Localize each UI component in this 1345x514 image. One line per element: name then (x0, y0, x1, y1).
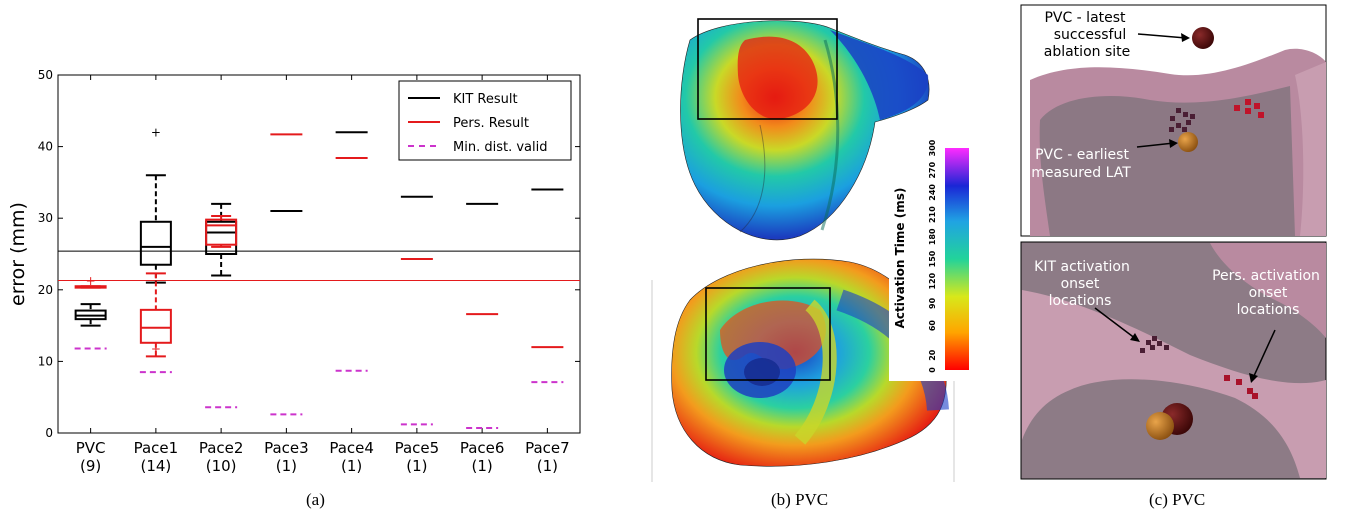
colorbar-gradient (945, 148, 969, 370)
colorbar-tick-label: 300 (928, 139, 937, 156)
colorbar-tick-label: 60 (928, 320, 937, 332)
outlier-marker: + (86, 274, 96, 288)
colorbar-tick-label: 20 (928, 349, 937, 361)
colorbar-tick-label: 120 (928, 272, 937, 289)
earliest-lat-marker-bottom (1146, 412, 1174, 440)
colorbar-tick-label: 90 (928, 297, 937, 309)
earliest-lat-marker (1178, 132, 1198, 152)
colorbar: 0 20 60 90 120 150 180 210 240 270 300 Activation … (889, 135, 979, 381)
ablation-site-marker (1192, 27, 1214, 49)
y-axis-label: error (mm) (7, 202, 29, 306)
x-count-label: (1) (472, 457, 493, 475)
heart-mesh-top (680, 18, 930, 241)
colorbar-tick-label: 210 (928, 206, 937, 223)
x-tick-label: Pace2 (199, 439, 244, 457)
caption-a: (a) (306, 490, 325, 509)
render-panel-bottom: KIT activation onset locations Pers. act… (1020, 241, 1327, 480)
y-axis: 0 10 20 30 40 50 (38, 68, 580, 440)
arrow-kit-onset (1094, 307, 1137, 340)
y-tick-label: 40 (38, 140, 53, 154)
y-tick-label: 30 (38, 211, 53, 225)
arrow-earliest-lat (1136, 142, 1175, 148)
box (205, 218, 238, 246)
caption-c: (c) PVC (1149, 490, 1206, 509)
x-count-label: (1) (406, 457, 427, 475)
colorbar-tick-label: 270 (928, 161, 937, 178)
y-tick-label: 0 (45, 426, 53, 440)
colorbar-tick-label: 180 (928, 228, 937, 245)
label-kit-onset-1: KIT activation (1034, 259, 1130, 275)
x-tick-label: Pace1 (134, 439, 179, 457)
region-highlight-box-top (697, 18, 838, 120)
caption-b: (b) PVC (771, 490, 829, 509)
x-count-label: (9) (80, 457, 101, 475)
legend-label-kit: KIT Result (453, 92, 518, 107)
label-pers-onset-2: onset (1249, 285, 1288, 301)
colorbar-label: Activation Time (ms) (893, 188, 907, 329)
x-tick-label: Pace3 (264, 439, 309, 457)
colorbar-ticks: 0 20 60 90 120 150 180 210 240 270 300 (928, 139, 937, 373)
heart-mesh-bottom (671, 258, 949, 467)
colorbar-tick-label: 150 (928, 250, 937, 267)
x-count-label: (14) (140, 457, 171, 475)
y-tick-label: 10 (38, 354, 53, 368)
label-earliest-lat-2: measured LAT (1031, 165, 1131, 181)
label-latest-ablation-1: PVC - latest (1044, 10, 1126, 26)
x-count-label: (1) (537, 457, 558, 475)
pers-onset-squares-top (1234, 99, 1264, 118)
x-tick-label: Pace7 (525, 439, 570, 457)
reference-lines (58, 250, 580, 281)
legend-label-pers: Pers. Result (453, 116, 529, 131)
y-tick-label: 20 (38, 283, 53, 297)
x-tick-label: Pace6 (460, 439, 505, 457)
label-earliest-lat-1: PVC - earliest (1035, 147, 1129, 163)
boxplot-panel: 0 10 20 30 40 50 PVC(9) Pace1(14) Pace2(10) Pace… (7, 68, 581, 475)
colorbar-tick-label: 0 (928, 367, 937, 373)
legend-label-mindist: Min. dist. valid (453, 140, 547, 155)
y-tick-label: 50 (38, 68, 53, 82)
label-latest-ablation-3: ablation site (1044, 44, 1131, 60)
x-tick-label: Pace4 (329, 439, 374, 457)
outlier-marker: + (151, 125, 161, 139)
box (139, 308, 172, 344)
box (205, 220, 238, 255)
legend-box (398, 80, 572, 161)
x-tick-label: PVC (76, 439, 106, 457)
x-count-label: (10) (206, 457, 237, 475)
x-axis: PVC(9)Pace1(14)Pace2(10)Pace3(1)Pace4(1)… (76, 75, 570, 475)
x-count-label: (1) (341, 457, 362, 475)
chart-marks: + + + (74, 125, 564, 429)
heart-panel: 0 20 60 90 120 150 180 210 240 270 300 Activation … (651, 18, 979, 482)
label-latest-ablation-2: successful (1054, 27, 1126, 43)
x-tick-label: Pace5 (395, 439, 440, 457)
outlier-marker: + (151, 342, 161, 356)
region-highlight-box-bottom (705, 287, 831, 381)
legend: KIT Result Pers. Result Min. dist. valid (398, 80, 572, 161)
arrow-pers-onset (1252, 329, 1276, 379)
x-count-label: (1) (276, 457, 297, 475)
colorbar-tick-label: 240 (928, 184, 937, 201)
plot-frame (57, 74, 581, 434)
label-pers-onset-3: locations (1237, 302, 1300, 318)
arrow-ablation-site (1137, 33, 1187, 39)
label-kit-onset-2: onset (1061, 276, 1100, 292)
box (139, 220, 172, 266)
kit-onset-squares-bottom (1140, 336, 1169, 353)
render-panel-top: PVC - latest successful ablation site PV… (1020, 4, 1327, 237)
label-pers-onset-1: Pers. activation (1212, 268, 1320, 284)
pers-onset-squares-bottom (1224, 375, 1258, 399)
label-kit-onset-3: locations (1049, 293, 1112, 309)
kit-onset-squares-top (1169, 108, 1195, 132)
